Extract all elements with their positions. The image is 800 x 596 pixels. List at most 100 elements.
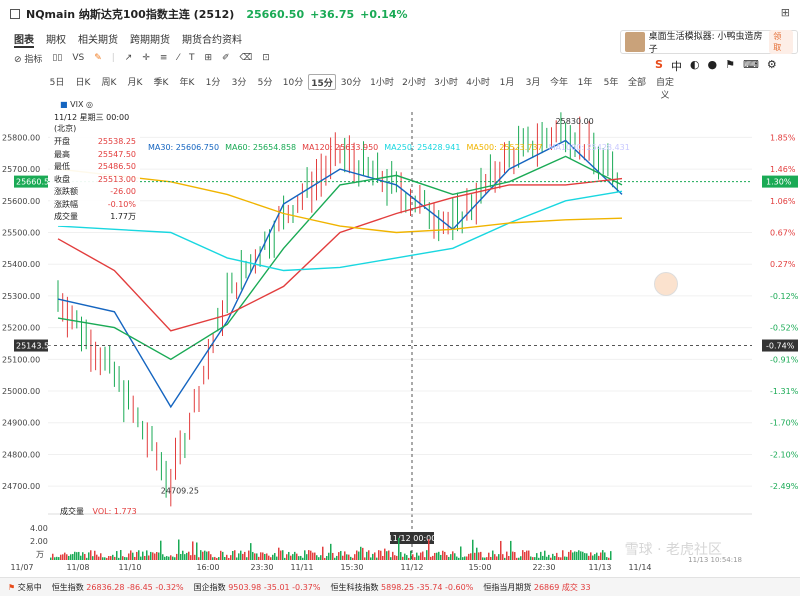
volume-bar: [402, 556, 404, 560]
info-value: 25538.25: [97, 137, 136, 146]
volume-bar: [104, 557, 106, 560]
cross-tool-icon[interactable]: ✛: [142, 53, 150, 63]
volume-bar: [452, 551, 454, 560]
period-8[interactable]: 5分: [257, 78, 273, 88]
volume-bar: [74, 551, 76, 560]
period-18[interactable]: 今年: [549, 78, 568, 88]
fib-tool-icon[interactable]: ⊞: [204, 53, 212, 63]
period-7[interactable]: 3分: [231, 78, 247, 88]
info-key: 最低: [54, 162, 70, 171]
period-20[interactable]: 5年: [603, 78, 619, 88]
period-5[interactable]: 年K: [179, 78, 195, 88]
brush-icon[interactable]: ✎: [94, 53, 102, 63]
volume-bar: [102, 557, 104, 560]
keyboard-icon[interactable]: ⌨: [743, 58, 759, 71]
volume-bar: [424, 557, 426, 560]
shirt-icon[interactable]: ⚑: [725, 58, 736, 71]
tab-0[interactable]: 图表: [14, 28, 34, 48]
volume-bar: [186, 552, 188, 560]
logo-icon[interactable]: S: [655, 58, 663, 71]
volume-bar: [50, 557, 52, 560]
period-4[interactable]: 季K: [153, 78, 169, 88]
period-2[interactable]: 周K: [101, 78, 117, 88]
volume-bar: [302, 557, 304, 560]
period-15[interactable]: 4小时: [466, 78, 490, 88]
volume-bar: [522, 550, 524, 560]
channel-tool-icon[interactable]: ⁄: [177, 53, 179, 63]
vs-button[interactable]: VS: [72, 53, 85, 63]
volume-bar: [204, 550, 206, 560]
moon-icon[interactable]: ◐: [689, 58, 700, 71]
volume-bar: [64, 552, 66, 560]
pct-tick-label: -0.91%: [770, 355, 799, 364]
period-19[interactable]: 1年: [577, 78, 593, 88]
settings-icon[interactable]: ⚙: [766, 58, 777, 71]
period-22[interactable]: 自定义: [655, 78, 674, 101]
tab-3[interactable]: 跨期期货: [130, 35, 170, 46]
tab-1[interactable]: 期权: [46, 35, 66, 46]
volume-bar: [300, 555, 302, 560]
eye-icon[interactable]: ◎: [85, 100, 93, 109]
ad-popup[interactable]: 桌面生活模拟器: 小鸭虫造房子 领取: [620, 30, 798, 55]
tab-2[interactable]: 相关期货: [78, 35, 118, 46]
line-tool-icon[interactable]: ↗: [124, 53, 133, 63]
volume-bar: [376, 557, 378, 560]
price-chart[interactable]: 25800.00 1.85% 25700.00 1.46% 25600.00 1.06% 2…: [0, 92, 800, 577]
period-11[interactable]: 30分: [340, 78, 362, 88]
volume-bar: [296, 553, 298, 560]
period-6[interactable]: 1分: [205, 78, 221, 88]
volume-bar: [482, 557, 484, 560]
pen-tool-icon[interactable]: ✐: [222, 53, 230, 63]
ma-label: MA120: 25633.950: [302, 143, 379, 152]
x-tick-label: 22:30: [532, 563, 555, 572]
status-item[interactable]: 国企指数 9503.98 -35.01 -0.37%: [193, 582, 321, 592]
chinese-icon[interactable]: 中: [670, 60, 682, 73]
volume-bar: [560, 557, 562, 560]
volume-bar: [70, 554, 72, 560]
volume-bar: [266, 553, 268, 560]
volume-bar: [486, 557, 488, 560]
text-tool-icon[interactable]: T: [188, 53, 195, 63]
edit-icon[interactable]: [10, 9, 20, 19]
volume-bar: [234, 550, 236, 560]
period-9[interactable]: 10分: [282, 78, 304, 88]
tab-4[interactable]: 期货合约资料: [182, 35, 242, 46]
eraser-icon[interactable]: ⌫: [239, 53, 253, 63]
kline-icon[interactable]: ▯▯: [52, 53, 63, 63]
volume-bar: [574, 551, 576, 560]
period-21[interactable]: 全部: [627, 78, 646, 88]
period-16[interactable]: 1月: [499, 78, 515, 88]
popup-button[interactable]: 领取: [769, 30, 793, 54]
volume-bar: [474, 552, 476, 560]
ruler-icon[interactable]: ⊡: [262, 53, 270, 63]
status-item[interactable]: ⚑ 交易中: [8, 582, 42, 592]
volume-bar: [116, 551, 118, 560]
period-17[interactable]: 3月: [525, 78, 541, 88]
indicator-button[interactable]: ⊘ 指标: [14, 54, 43, 65]
pct-tick-label: -0.12%: [770, 292, 799, 301]
period-10[interactable]: 15分: [308, 74, 336, 90]
volume-bar: [224, 557, 226, 560]
status-item[interactable]: 恒生指数 26836.28 -86.45 -0.32%: [51, 582, 184, 592]
volume-bar: [516, 557, 518, 560]
volume-bar: [338, 552, 340, 560]
y-tick-label: 25600.00: [2, 197, 40, 206]
status-item[interactable]: 恒指当月期货 26869 成交 33: [483, 582, 591, 592]
avatar[interactable]: [654, 272, 678, 296]
period-0[interactable]: 5日: [49, 78, 65, 88]
period-1[interactable]: 日K: [75, 78, 91, 88]
y-tick-label: 25500.00: [2, 228, 40, 237]
layout-icon[interactable]: ⊞: [780, 6, 790, 19]
hline-tool-icon[interactable]: ≡: [159, 53, 168, 63]
period-14[interactable]: 3小时: [434, 78, 458, 88]
volume-bar: [438, 551, 440, 560]
period-3[interactable]: 月K: [127, 78, 143, 88]
status-item[interactable]: 恒生科技指数 5898.25 -35.74 -0.60%: [330, 582, 474, 592]
mic-icon[interactable]: ●: [707, 58, 718, 71]
volume-bar: [598, 555, 600, 560]
vix-legend[interactable]: ■ VIX ◎: [60, 100, 93, 109]
period-12[interactable]: 1小时: [370, 78, 394, 88]
ma-label: MA1000: 25428.431: [548, 143, 630, 152]
period-13[interactable]: 2小时: [402, 78, 426, 88]
vol-tick-label: 4.00: [30, 524, 48, 533]
